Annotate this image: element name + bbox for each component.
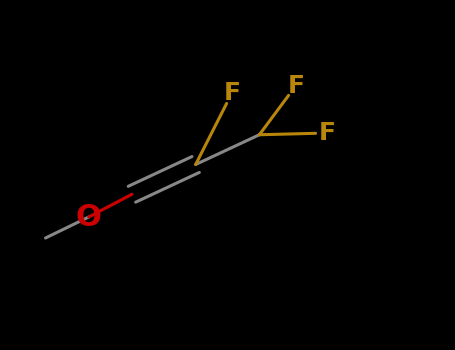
Text: O: O (76, 203, 101, 231)
Text: F: F (287, 74, 304, 98)
Text: F: F (319, 121, 336, 145)
Text: F: F (223, 81, 241, 105)
